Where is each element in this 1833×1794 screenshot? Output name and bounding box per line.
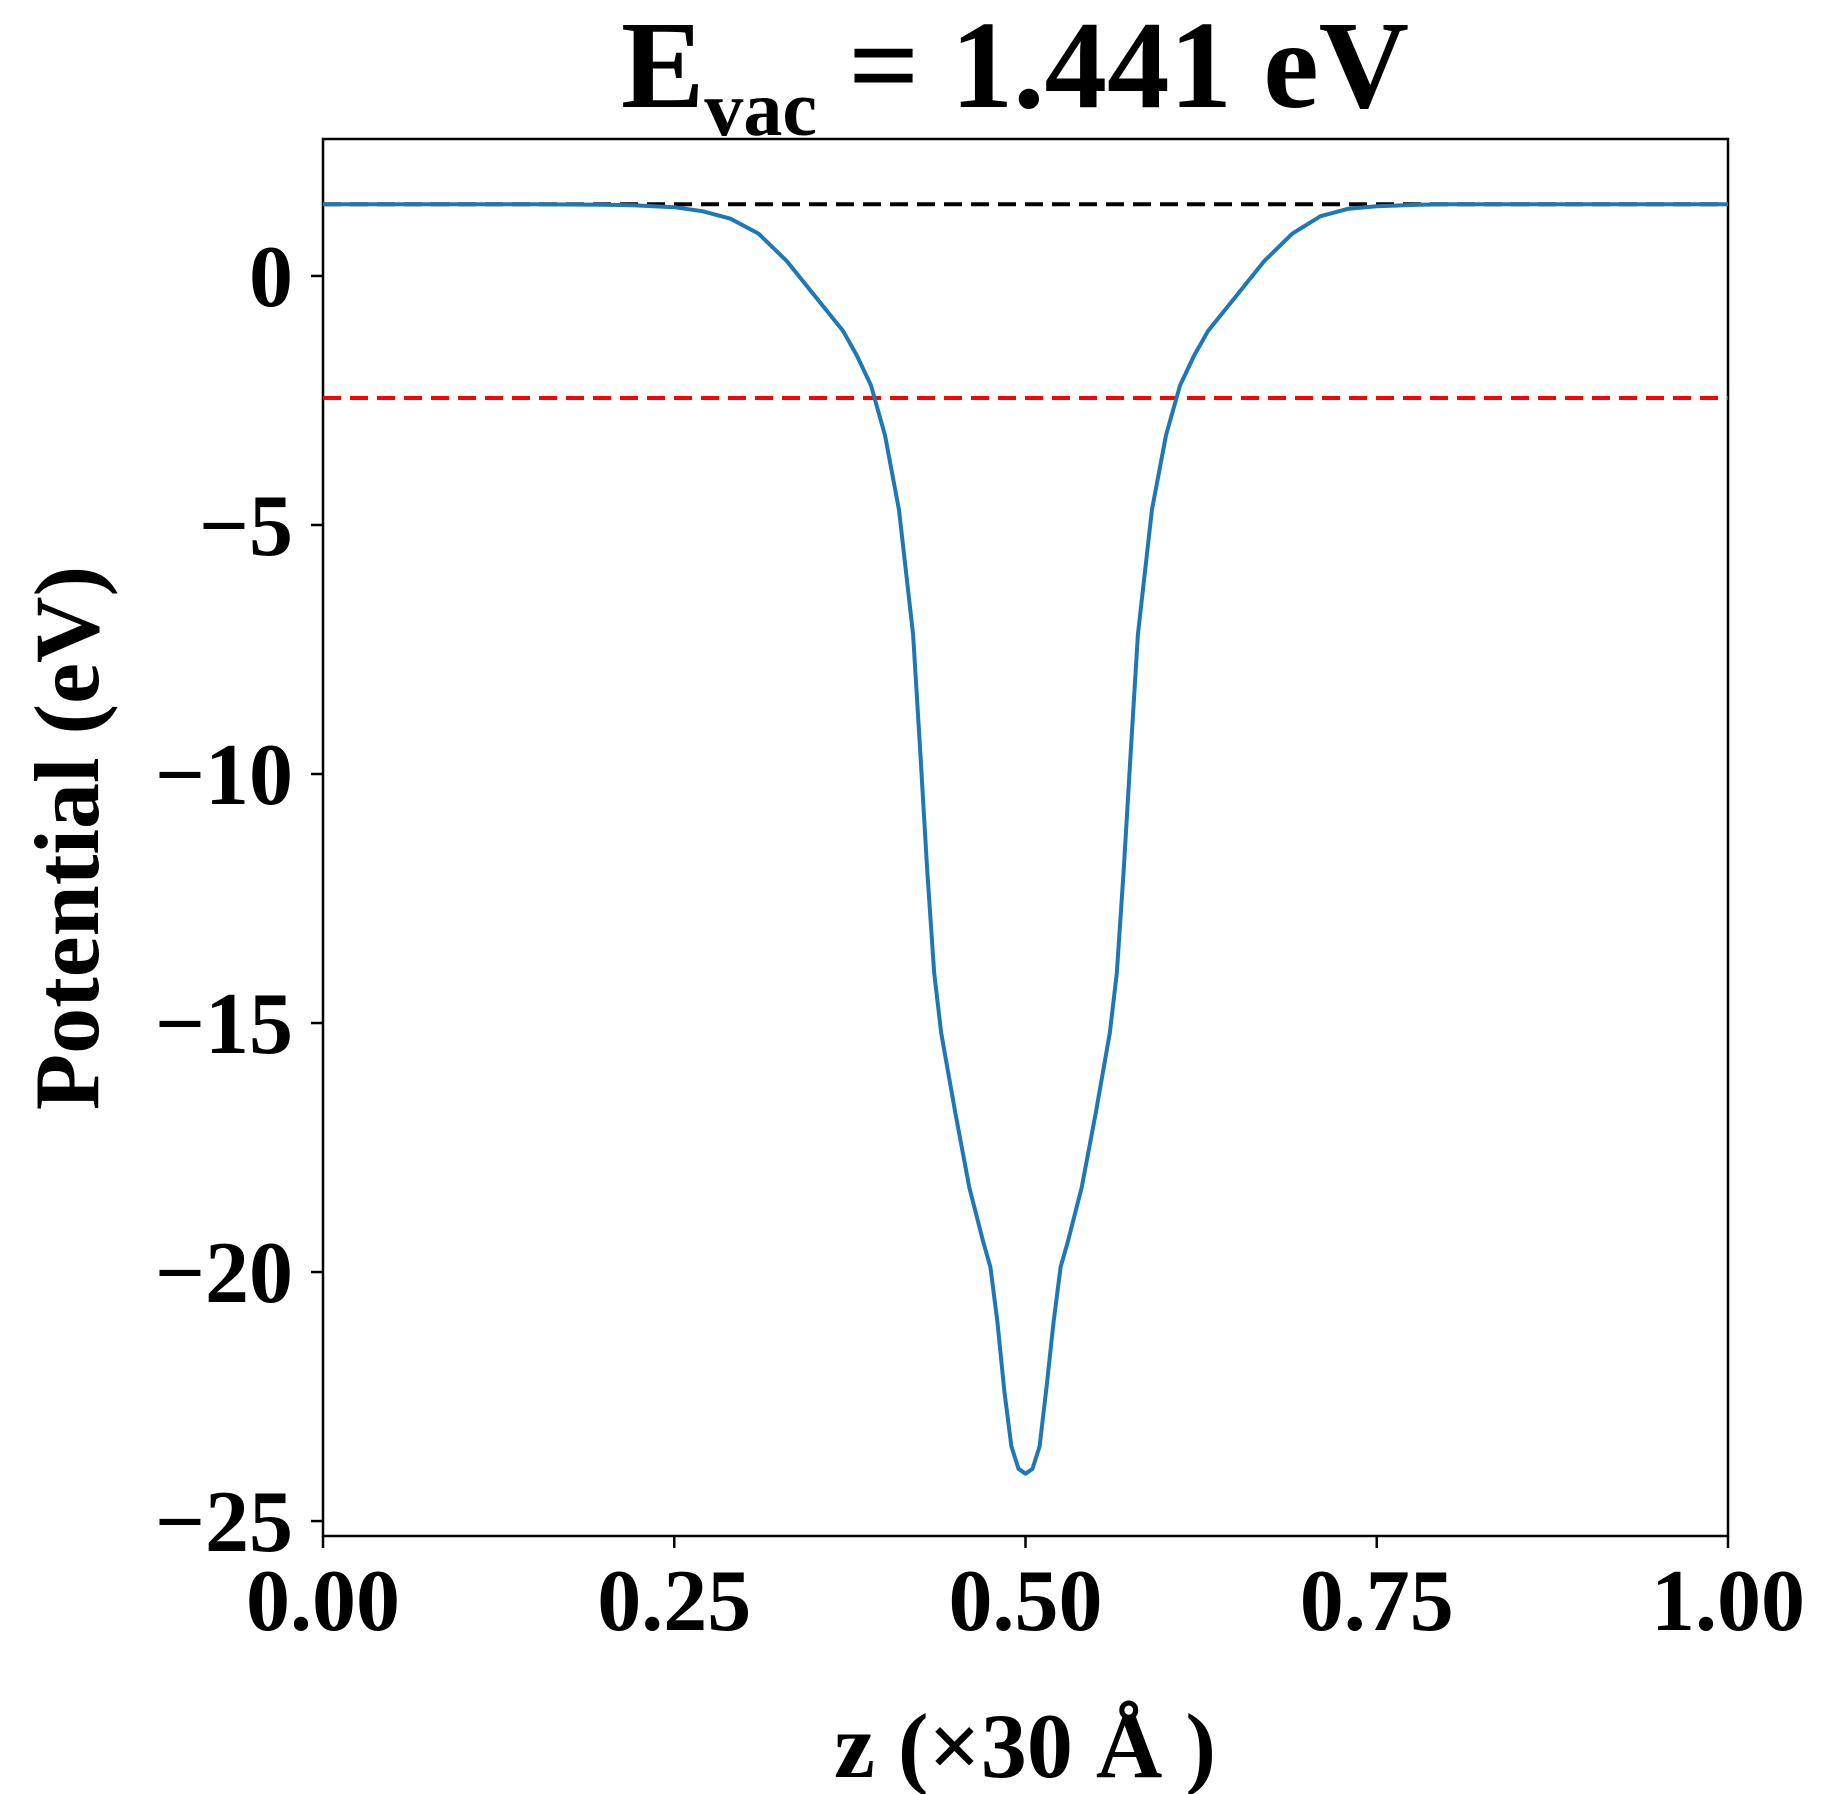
x-tick-label: 0.50 [949,1553,1103,1650]
y-axis-ticks: 0 −5 −10 −15 −20 −25 [155,229,323,1571]
chart-title: Evac = 1.441 eV [621,0,1409,152]
x-tick-label: 0.00 [246,1553,400,1650]
y-axis-label: Potential (eV) [16,566,118,1110]
x-axis-label: z (×30 Å ) [834,1695,1216,1794]
x-tick-label: 0.25 [597,1553,751,1650]
x-axis-ticks: 0.00 0.25 0.50 0.75 1.00 [246,1536,1805,1650]
y-tick-label: −20 [155,1225,293,1322]
x-tick-label: 0.75 [1300,1553,1454,1650]
chart-title-subscript: vac [704,65,817,152]
x-tick-label: 1.00 [1651,1553,1805,1650]
y-tick-label: −15 [155,976,293,1073]
chart-title-rest: = 1.441 eV [817,0,1409,135]
potential-line [323,202,1728,1476]
y-tick-label: 0 [249,229,293,326]
y-tick-label: −10 [155,727,293,824]
plot-frame [321,137,1730,1538]
y-tick-label: −25 [155,1474,293,1571]
y-tick-label: −5 [199,478,293,575]
chart-title-main: E [621,0,704,135]
